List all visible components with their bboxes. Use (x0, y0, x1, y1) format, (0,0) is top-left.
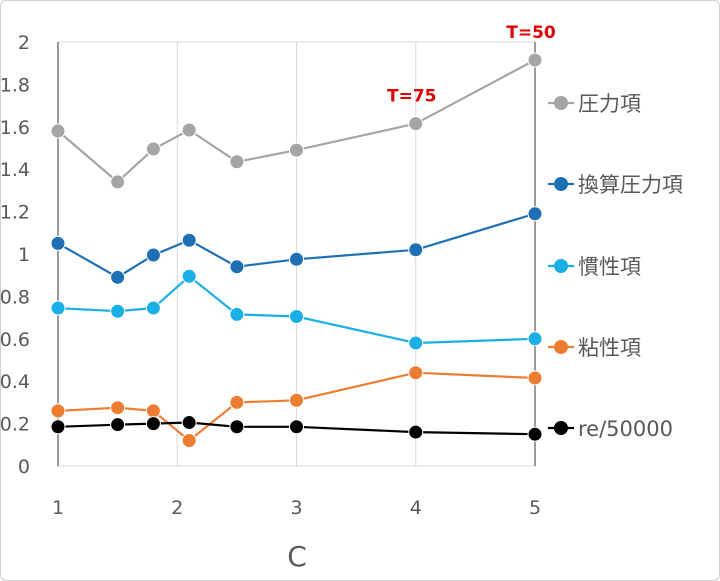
legend-swatch-marker (554, 340, 568, 354)
data-point (110, 269, 126, 285)
data-point (408, 242, 424, 258)
x-axis-title: C (287, 540, 307, 573)
y-tick-label: 1.4 (0, 159, 30, 181)
data-point (527, 370, 543, 386)
y-tick-label: 0.8 (0, 286, 30, 308)
data-point (408, 365, 424, 381)
data-point (110, 417, 126, 433)
legend-entry: 圧力項 (578, 92, 641, 116)
data-point (527, 52, 543, 68)
data-point (229, 394, 245, 410)
data-point (289, 251, 304, 267)
legend-swatch-marker (554, 177, 568, 191)
y-tick-label: 1 (18, 244, 30, 266)
data-point (50, 300, 66, 316)
data-point (181, 415, 197, 431)
data-point (527, 331, 543, 347)
data-point (229, 259, 245, 275)
data-point (527, 426, 543, 442)
legend-swatch-marker (554, 96, 568, 110)
data-point (110, 174, 126, 190)
data-point (50, 419, 66, 435)
data-point (145, 403, 161, 419)
legend-entry: 換算圧力項 (578, 173, 683, 197)
data-point (110, 400, 126, 416)
y-tick-label: 1.8 (0, 74, 30, 96)
data-point (408, 335, 424, 351)
data-point (229, 154, 245, 170)
data-point (181, 232, 197, 248)
data-point (181, 122, 197, 138)
data-point (408, 116, 424, 132)
data-point (229, 306, 245, 322)
legend-swatch-marker (554, 421, 568, 435)
annotation-label: T=75 (387, 87, 437, 107)
x-tick-label: 4 (410, 497, 422, 519)
data-point (50, 123, 66, 139)
x-tick-label: 1 (52, 497, 64, 519)
data-point (110, 303, 126, 319)
y-tick-label: 0.6 (0, 329, 30, 351)
data-point (289, 309, 304, 325)
data-point (229, 419, 245, 435)
legend-entry: 慣性項 (578, 255, 641, 279)
x-tick-label: 5 (529, 497, 541, 519)
data-point (145, 300, 161, 316)
y-tick-label: 0.2 (0, 414, 30, 436)
data-point (408, 424, 424, 440)
data-point (145, 141, 161, 157)
annotation-label: T=50 (506, 23, 556, 43)
x-tick-label: 2 (171, 497, 183, 519)
series-line (57, 59, 536, 184)
y-tick-label: 2 (18, 32, 30, 54)
y-tick-label: 0 (18, 456, 30, 478)
data-point (289, 392, 304, 408)
data-point (145, 247, 161, 263)
legend-entry: re/50000 (578, 417, 673, 441)
x-tick-label: 3 (290, 497, 302, 519)
data-point (181, 268, 197, 284)
y-tick-label: 0.4 (0, 371, 30, 393)
data-point (527, 206, 543, 222)
data-point (145, 416, 161, 432)
y-tick-label: 1.6 (0, 117, 30, 139)
data-point (181, 433, 197, 449)
data-point (50, 235, 66, 251)
data-point (50, 403, 66, 419)
data-point (289, 142, 304, 158)
legend-swatch-marker (554, 259, 568, 273)
legend-entry: 粘性項 (578, 336, 641, 360)
y-tick-label: 1.2 (0, 202, 30, 224)
data-point (289, 419, 304, 435)
